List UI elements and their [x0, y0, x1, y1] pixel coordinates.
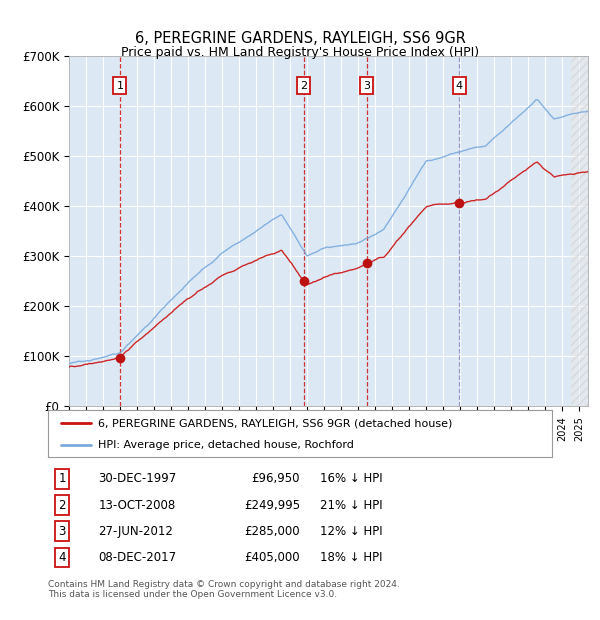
Text: 3: 3 — [58, 525, 66, 538]
Bar — [571, 56, 588, 406]
Text: Price paid vs. HM Land Registry's House Price Index (HPI): Price paid vs. HM Land Registry's House … — [121, 46, 479, 58]
Text: 4: 4 — [455, 81, 463, 91]
Text: 21% ↓ HPI: 21% ↓ HPI — [320, 498, 383, 511]
Text: 1: 1 — [58, 472, 66, 485]
Text: £249,995: £249,995 — [244, 498, 300, 511]
Text: £285,000: £285,000 — [244, 525, 300, 538]
Text: 08-DEC-2017: 08-DEC-2017 — [98, 551, 176, 564]
Text: HPI: Average price, detached house, Rochford: HPI: Average price, detached house, Roch… — [98, 440, 354, 450]
Text: £96,950: £96,950 — [251, 472, 300, 485]
Bar — [571, 56, 588, 406]
Text: 12% ↓ HPI: 12% ↓ HPI — [320, 525, 383, 538]
Text: Contains HM Land Registry data © Crown copyright and database right 2024.
This d: Contains HM Land Registry data © Crown c… — [48, 580, 400, 599]
Text: 27-JUN-2012: 27-JUN-2012 — [98, 525, 173, 538]
Text: 2: 2 — [58, 498, 66, 511]
Text: 2: 2 — [300, 81, 307, 91]
Text: 30-DEC-1997: 30-DEC-1997 — [98, 472, 176, 485]
Text: 18% ↓ HPI: 18% ↓ HPI — [320, 551, 383, 564]
Text: £405,000: £405,000 — [244, 551, 300, 564]
Text: 13-OCT-2008: 13-OCT-2008 — [98, 498, 176, 511]
Text: 1: 1 — [116, 81, 124, 91]
Text: 16% ↓ HPI: 16% ↓ HPI — [320, 472, 383, 485]
Text: 6, PEREGRINE GARDENS, RAYLEIGH, SS6 9GR (detached house): 6, PEREGRINE GARDENS, RAYLEIGH, SS6 9GR … — [98, 418, 453, 428]
Text: 4: 4 — [58, 551, 66, 564]
Text: 6, PEREGRINE GARDENS, RAYLEIGH, SS6 9GR: 6, PEREGRINE GARDENS, RAYLEIGH, SS6 9GR — [134, 31, 466, 46]
Text: 3: 3 — [363, 81, 370, 91]
